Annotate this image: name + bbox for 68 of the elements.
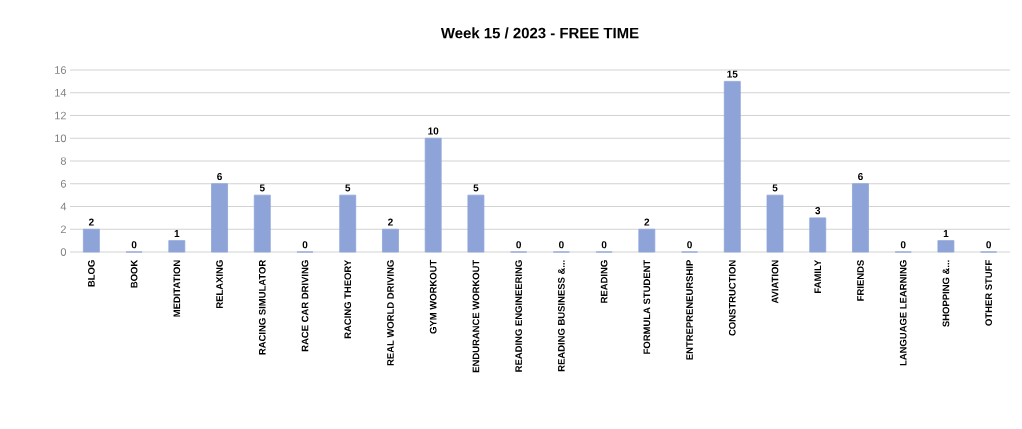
data-label: 2	[644, 218, 650, 226]
x-tick-label: FRIENDS	[857, 260, 864, 301]
bar	[82, 228, 100, 253]
bar	[382, 228, 399, 253]
y-tick-label: 6	[60, 179, 66, 188]
x-tick-label: RELAXING	[216, 260, 223, 309]
x-tick-label: RACING SIMULATOR	[258, 259, 266, 355]
x-tick-label: RACING THEORY	[344, 259, 352, 339]
data-label: 5	[345, 184, 351, 192]
x-tick-label: READING ENGINEERING	[515, 260, 522, 372]
data-label: 0	[986, 241, 992, 249]
data-label: 10	[428, 127, 439, 135]
x-tick-label: ENTREPRENEURSHIP	[686, 260, 693, 360]
y-tick-label: 14	[55, 88, 67, 97]
data-label: 0	[900, 241, 906, 249]
y-tick-label: 4	[60, 202, 67, 211]
y-tick-label: 8	[60, 157, 66, 165]
bar	[638, 228, 656, 253]
data-label: 0	[687, 241, 692, 249]
x-tick-label: LANGUAGE LEARNING	[899, 260, 907, 366]
x-tick-label: MEDITATION	[173, 260, 181, 317]
data-label: 0	[558, 241, 564, 249]
x-tick-label: REAL WORLD DRIVING	[387, 260, 394, 366]
x-tick-label: AVIATION	[771, 260, 779, 304]
bar	[467, 194, 485, 253]
x-tick-label: CONSTRUCTION	[728, 260, 736, 336]
data-label: 15	[727, 70, 738, 78]
data-label: 0	[516, 241, 522, 249]
bar	[168, 240, 186, 253]
x-tick-label: READING BUSINESS &...	[558, 260, 565, 372]
data-label: 0	[302, 241, 308, 249]
x-tick-label: OTHER STUFF	[985, 260, 992, 326]
data-label: 2	[88, 218, 94, 226]
bar	[937, 240, 955, 253]
data-label: 1	[943, 230, 949, 237]
data-label: 5	[772, 184, 778, 192]
data-label: 5	[259, 184, 265, 192]
x-tick-label: RACE CAR DRIVING	[301, 260, 309, 352]
y-tick-label: 0	[60, 248, 67, 256]
data-label: 3	[815, 207, 821, 215]
bar	[339, 194, 357, 253]
y-tick-label: 2	[60, 225, 66, 234]
x-tick-label: SHOPPING &...	[942, 260, 950, 327]
bar	[766, 194, 784, 253]
bar	[424, 137, 442, 253]
x-tick-label: BOOK	[130, 259, 138, 288]
y-tick-label: 16	[55, 66, 66, 74]
data-label: 6	[217, 172, 222, 181]
x-tick-label: FAMILY	[814, 259, 821, 293]
bar	[809, 217, 827, 253]
bar	[852, 183, 869, 253]
data-label: 6	[858, 172, 863, 181]
data-label: 5	[473, 184, 479, 192]
y-tick-label: 10	[55, 134, 67, 143]
data-label: 2	[388, 218, 393, 226]
bar	[211, 183, 228, 253]
chart-title: Week 15 / 2023 - FREE TIME	[440, 27, 639, 39]
bar	[253, 194, 271, 253]
bar	[723, 80, 741, 253]
data-label: 1	[174, 230, 180, 237]
data-label: 0	[131, 241, 137, 249]
data-label: 0	[601, 241, 607, 249]
x-tick-label: ENDURANCE WORKOUT	[472, 259, 480, 373]
x-tick-label: READING	[600, 260, 608, 303]
x-tick-label: BLOG	[88, 260, 95, 287]
x-tick-label: GYM WORKOUT	[429, 259, 437, 334]
x-tick-label: FORMULA STUDENT	[643, 259, 651, 354]
y-tick-label: 12	[55, 111, 66, 120]
